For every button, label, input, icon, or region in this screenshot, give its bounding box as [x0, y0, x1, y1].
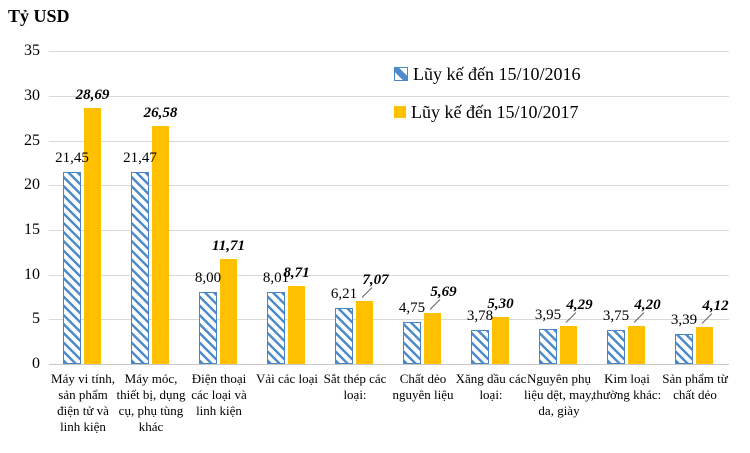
value-label-2016: 21,47 [123, 150, 157, 167]
value-label-2016: 6,21 [330, 286, 358, 303]
bar-2016 [539, 328, 557, 364]
hatched-square-icon [394, 67, 408, 81]
bar-2016 [63, 172, 81, 364]
gridline [49, 140, 729, 142]
legend-label-2017: Lũy kế đến 15/10/2017 [411, 102, 579, 122]
y-tick-label: 35 [24, 42, 40, 60]
y-tick-label: 10 [24, 265, 40, 283]
value-label-2017: 4,29 [566, 296, 593, 313]
bar-2017 [220, 259, 237, 364]
legend: Lũy kế đến 15/10/2016 Lũy kế đến 15/10/2… [394, 62, 580, 138]
value-label-2016: 21,45 [55, 150, 89, 167]
gridline [49, 274, 729, 276]
bar-2017 [424, 313, 441, 364]
bar-2016 [403, 321, 421, 364]
y-tick-label: 15 [24, 220, 40, 238]
value-label-2016: 3,75 [602, 308, 630, 325]
bar-2016 [267, 292, 285, 364]
value-label-2017: 5,30 [487, 295, 514, 312]
gridline [49, 364, 729, 365]
legend-item-2016: Lũy kế đến 15/10/2016 [394, 62, 580, 86]
gridline [49, 95, 729, 97]
gridline [49, 185, 729, 187]
value-label-2016: 3,39 [670, 311, 698, 328]
bar-2017 [288, 286, 305, 364]
bar-2016 [607, 330, 625, 364]
legend-item-2017: Lũy kế đến 15/10/2017 [394, 100, 580, 124]
bar-2017 [696, 327, 713, 364]
category-label: Máy vi tính, sản phẩm điện tử và linh ki… [51, 371, 115, 434]
category-label: Sắt thép các loại: [323, 371, 387, 402]
category-label: Kim loại thường khác: [592, 371, 662, 402]
bar-2016 [471, 330, 489, 364]
value-label-2016: 8,00 [194, 270, 222, 287]
category-label: Điện thoại các loại và linh kiện [191, 371, 247, 418]
bar-2017 [628, 326, 645, 364]
bar-2017 [560, 325, 577, 364]
bar-2017 [492, 316, 509, 364]
gridline [49, 51, 729, 53]
category-label: Chất dẻo nguyên liệu [392, 371, 454, 402]
category-label: Vải các loại [255, 371, 319, 386]
category-label: Xăng dầu các loại: [455, 371, 527, 402]
category-label: Sản phẩm từ chất dẻo [662, 371, 728, 402]
value-label-2016: 3,95 [534, 306, 562, 323]
chart-title: Tỷ USD [8, 6, 70, 26]
y-tick-label: 30 [24, 86, 40, 104]
category-label: Nguyên phụ liệu dệt, may, da, giày [524, 371, 594, 418]
value-label-2017: 26,58 [143, 105, 178, 122]
bar-2017 [356, 300, 373, 364]
bar-2016 [335, 308, 353, 364]
bar-2017 [84, 107, 101, 364]
y-tick-label: 0 [32, 355, 40, 372]
value-label-2017: 7,07 [362, 271, 389, 288]
bar-2016 [675, 333, 693, 364]
value-label-2017: 11,71 [212, 238, 245, 255]
category-label: Máy móc, thiết bị, dụng cụ, phụ tùng khá… [116, 371, 186, 434]
value-label-2017: 8,71 [283, 265, 310, 282]
gridline [49, 319, 729, 321]
value-label-2017: 5,69 [430, 284, 457, 301]
solid-square-icon [394, 106, 406, 118]
value-label-2017: 4,20 [634, 297, 661, 314]
value-label-2017: 4,12 [702, 298, 729, 315]
value-label-2017: 28,69 [75, 86, 110, 103]
y-tick-label: 20 [24, 176, 40, 194]
value-label-2016: 8,01 [262, 270, 290, 287]
y-tick-label: 5 [32, 310, 40, 328]
bar-2016 [131, 172, 149, 364]
bar-2016 [199, 292, 217, 364]
legend-label-2016: Lũy kế đến 15/10/2016 [413, 64, 581, 84]
value-label-2016: 3,78 [466, 308, 494, 325]
value-label-2016: 4,75 [398, 299, 426, 316]
bar-2017 [152, 126, 169, 364]
y-tick-label: 25 [24, 131, 40, 149]
gridline [49, 229, 729, 231]
